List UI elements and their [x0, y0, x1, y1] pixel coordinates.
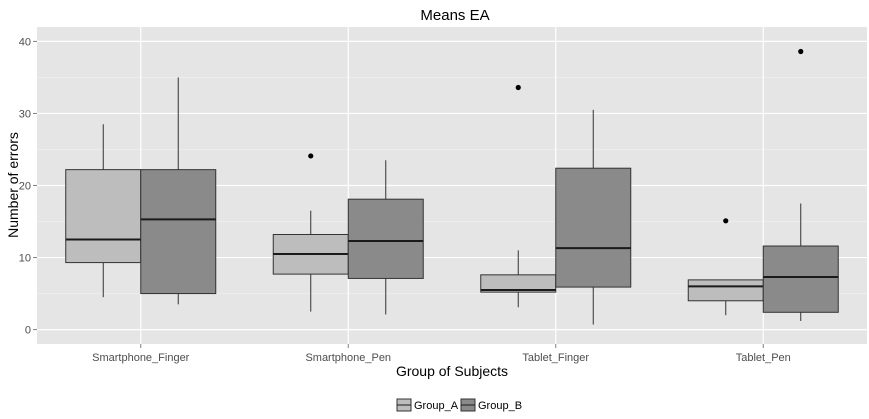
- box-Group_B-Tablet_Finger: [555, 109, 632, 325]
- x-tick-label: Smartphone_Pen: [305, 352, 391, 364]
- y-tick-label: 30: [19, 108, 31, 120]
- box-iqr: [65, 169, 142, 264]
- legend-item: Group_B: [460, 398, 522, 412]
- box-iqr: [687, 279, 764, 302]
- box-series: [65, 48, 839, 325]
- box-iqr: [555, 167, 632, 288]
- outlier-point: [308, 153, 314, 159]
- box-Group_B-Smartphone_Pen: [347, 160, 424, 315]
- y-tick-label: 0: [25, 325, 31, 337]
- y-axis: 0 10 20 30 40: [19, 36, 37, 337]
- chart-title: Means EA: [420, 7, 489, 24]
- outlier-point: [798, 48, 804, 55]
- x-tick-label: Tablet_Pen: [736, 352, 791, 364]
- legend-label: Group_B: [478, 400, 522, 412]
- box-Group_B-Tablet_Pen: [762, 48, 839, 321]
- box-Group_A-Smartphone_Finger: [65, 124, 142, 298]
- legend-label: Group_A: [414, 400, 459, 412]
- box-iqr: [347, 198, 424, 279]
- x-axis: Smartphone_Finger Smartphone_Pen Tablet_Fi…: [92, 344, 791, 364]
- y-tick-label: 40: [19, 36, 31, 48]
- x-tick-label: Tablet_Finger: [522, 352, 589, 364]
- outlier-point: [723, 218, 729, 224]
- box-Group_B-Smartphone_Finger: [140, 77, 217, 305]
- x-tick-label: Smartphone_Finger: [92, 352, 190, 364]
- box-iqr: [140, 169, 217, 295]
- x-axis-title: Group of Subjects: [396, 363, 508, 379]
- outlier-point: [515, 84, 521, 91]
- box-Group_A-Tablet_Finger: [480, 84, 557, 308]
- y-axis-title: Number of errors: [5, 132, 21, 238]
- box-Group_A-Smartphone_Pen: [272, 153, 349, 312]
- box-iqr: [762, 245, 839, 313]
- y-tick-label: 10: [19, 253, 31, 265]
- legend: Group_A Group_B: [396, 398, 522, 412]
- legend-item: Group_A: [396, 398, 459, 412]
- y-tick-label: 20: [19, 181, 31, 193]
